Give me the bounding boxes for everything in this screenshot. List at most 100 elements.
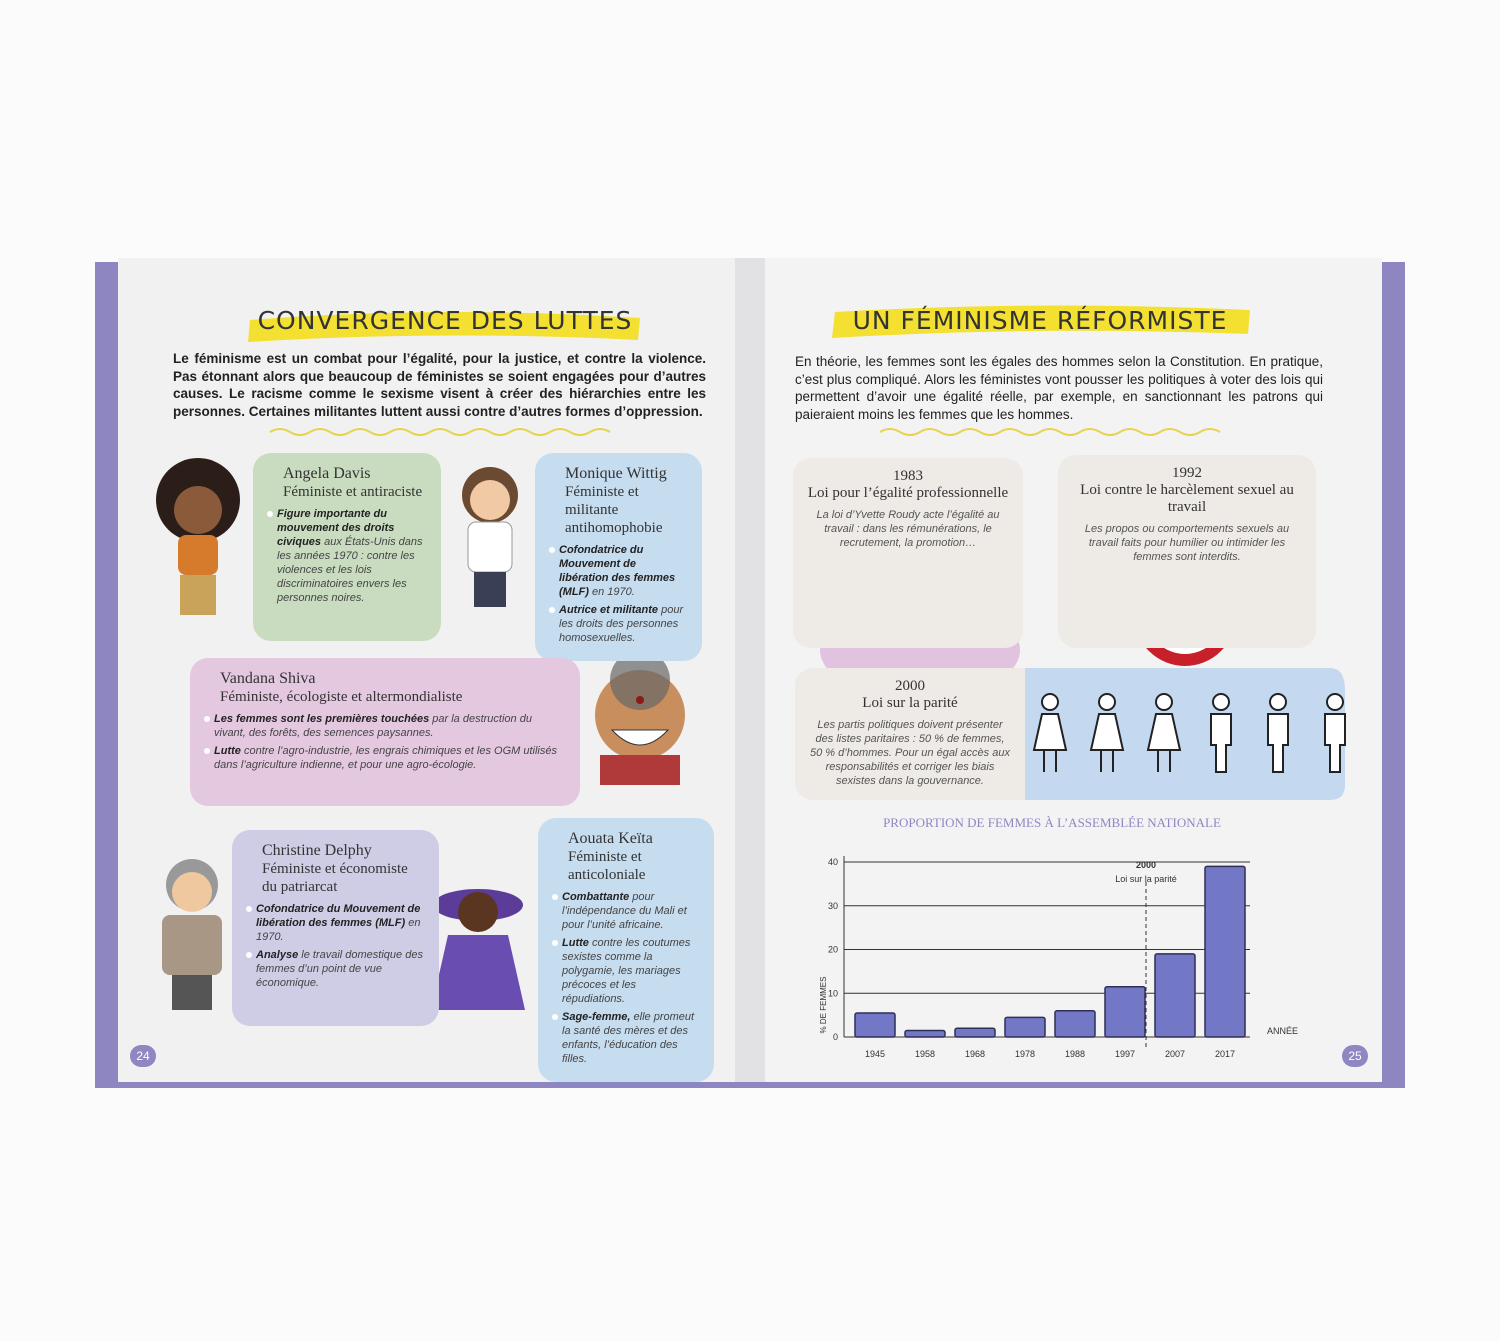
- law-card: 1992 Loi contre le harcèlement sexuel au …: [1058, 455, 1316, 648]
- y-tick-label: 20: [828, 945, 838, 955]
- x-tick-label: 1945: [865, 1049, 885, 1059]
- bar: [954, 1027, 996, 1038]
- profile-name: Vandana Shiva: [220, 670, 316, 687]
- annotation-text: Loi sur la parité: [1115, 874, 1177, 884]
- bullet: Lutte contre les coutumes sexistes comme…: [552, 936, 700, 1006]
- y-tick-label: 10: [828, 988, 838, 998]
- profile-name: Angela Davis: [283, 465, 371, 482]
- illustration: [156, 458, 685, 1010]
- bullet: Autrice et militante pour les droits des…: [549, 603, 688, 645]
- person-body: [1146, 713, 1182, 772]
- profile-card: Vandana Shiva Féministe, écologiste et al…: [190, 658, 580, 806]
- law-title: Loi pour l’égalité professionnelle: [807, 485, 1009, 501]
- bullet: Sage-femme, elle promeut la santé des mè…: [552, 1010, 700, 1066]
- law-card: 1983 Loi pour l’égalité professionnelle La…: [793, 458, 1023, 648]
- bar: [1154, 953, 1196, 1038]
- bullet-text: en 1970.: [592, 586, 635, 598]
- bar: [1204, 865, 1246, 1038]
- bullet: Combattante pour l’indépendance du Mali …: [552, 890, 700, 932]
- highlight: [832, 305, 1250, 338]
- law-card: 2000 Loi sur la parité Les partis politiqu…: [795, 668, 1025, 800]
- bullet-lead: Lutte: [214, 745, 241, 757]
- profile-name: Monique Wittig: [565, 465, 667, 482]
- figures: [1032, 693, 1346, 773]
- law-year: 2000: [895, 678, 925, 694]
- x-tick-label: 1978: [1015, 1049, 1035, 1059]
- wave: [879, 428, 1221, 436]
- person-body: [1210, 713, 1232, 773]
- bullet: Cofondatrice du Mouvement de libération …: [246, 902, 425, 944]
- bullet-lead: Cofondatrice du Mouvement de libération …: [256, 903, 421, 929]
- profile-card: Christine Delphy Féministe et économiste …: [232, 830, 439, 1026]
- bullet-text: contre l’agro-industrie, les engrais chi…: [214, 745, 557, 771]
- profile-card: Monique Wittig Féministe et militante ant…: [535, 453, 702, 661]
- bullet-lead: Analyse: [256, 949, 299, 961]
- x-tick-label: 1988: [1065, 1049, 1085, 1059]
- person-body: [1032, 713, 1068, 772]
- bullet-lead: Autrice et militante: [559, 604, 659, 616]
- intro: Le féminisme est un combat pour l’égalit…: [173, 351, 706, 419]
- person-head: [1326, 693, 1344, 711]
- chart-title: PROPORTION DE FEMMES À L’ASSEMBLÉE NATIO…: [883, 815, 1221, 830]
- y-tick-label: 30: [828, 901, 838, 911]
- person-head: [1041, 693, 1059, 711]
- bar: [904, 1029, 946, 1038]
- bullet: Les femmes sont les premières touchées p…: [204, 712, 566, 740]
- bar: [1004, 1016, 1046, 1038]
- bullet-text: elle promeut la santé des mères et des e…: [562, 1011, 695, 1065]
- annotation-year: 2000: [1136, 860, 1156, 870]
- y-tick-label: 40: [828, 857, 838, 867]
- x-tick-label: 1968: [965, 1049, 985, 1059]
- bullet-text: pour l’indépendance du Mali et pour l’un…: [562, 891, 687, 931]
- person-body: [1324, 713, 1346, 773]
- bullet-lead: Combattante: [562, 891, 630, 903]
- bullet: Cofondatrice du Mouvement de libération …: [549, 543, 688, 599]
- bullet-lead: Sage-femme,: [562, 1011, 631, 1023]
- bullet-lead: Lutte: [562, 937, 589, 949]
- law-text: La loi d’Yvette Roudy acte l’égalité au …: [816, 509, 1000, 549]
- y-axis-label: % DE FEMMES: [819, 977, 828, 1034]
- law-year: 1983: [893, 468, 923, 484]
- x-tick-label: 1997: [1115, 1049, 1135, 1059]
- law-title: Loi contre le harcèlement sexuel au trav…: [1080, 482, 1294, 515]
- gutter: [735, 258, 765, 1082]
- profile-subtitle: Féministe et économiste du patriarcat: [262, 861, 408, 895]
- profile-subtitle: Féministe et antiraciste: [283, 484, 423, 500]
- bullet-lead: Figure importante du mouvement des droit…: [277, 508, 395, 548]
- highlight: [248, 311, 640, 342]
- person-head: [1212, 693, 1230, 711]
- law-year: 1992: [1172, 465, 1202, 481]
- profile-name: Christine Delphy: [262, 842, 372, 859]
- intro: En théorie, les femmes sont les égales d…: [795, 354, 1323, 422]
- chart: PROPORTION DE FEMMES À L’ASSEMBLÉE NATIO…: [819, 815, 1298, 1059]
- bullet-text: pour les droits des personnes homosexuel…: [559, 604, 684, 644]
- page-title: UN FÉMINISME RÉFORMISTE: [852, 306, 1228, 335]
- page-title: CONVERGENCE DES LUTTES: [257, 306, 633, 335]
- bar: [854, 1012, 896, 1038]
- person-body: [1089, 713, 1125, 772]
- wave: [269, 428, 611, 436]
- bullet-text: en 1970.: [256, 917, 421, 943]
- bullet-text: contre les coutumes sexistes comme la po…: [562, 937, 691, 1005]
- profile-subtitle: Féministe et anticoloniale: [568, 849, 646, 883]
- y-tick-label: 0: [833, 1032, 838, 1042]
- page-number: 25: [1342, 1045, 1368, 1067]
- profile-subtitle: Féministe et militante antihomophobie: [565, 484, 663, 536]
- x-tick-label: 2017: [1215, 1049, 1235, 1059]
- law-text: Les propos ou comportements sexuels au t…: [1084, 523, 1290, 563]
- bullet-lead: Les femmes sont les premières touchées: [214, 713, 430, 725]
- bullet-lead: Cofondatrice du Mouvement de libération …: [559, 544, 676, 598]
- profile-card: Angela Davis Féministe et antiraciste Figu…: [253, 453, 441, 641]
- law-title: Loi sur la parité: [862, 695, 958, 711]
- bullet-text: aux États-Unis dans les années 1970 : co…: [277, 536, 423, 604]
- page-number: 24: [130, 1045, 156, 1067]
- person-head: [1098, 693, 1116, 711]
- profile-card: Aouata Keïta Féministe et anticoloniale Co…: [538, 818, 714, 1082]
- person-head: [1155, 693, 1173, 711]
- x-tick-label: 2007: [1165, 1049, 1185, 1059]
- bullet-text: le travail domestique des femmes d’un po…: [256, 949, 423, 989]
- person-head: [1269, 693, 1287, 711]
- profile-subtitle: Féministe, écologiste et altermondialist…: [220, 689, 463, 705]
